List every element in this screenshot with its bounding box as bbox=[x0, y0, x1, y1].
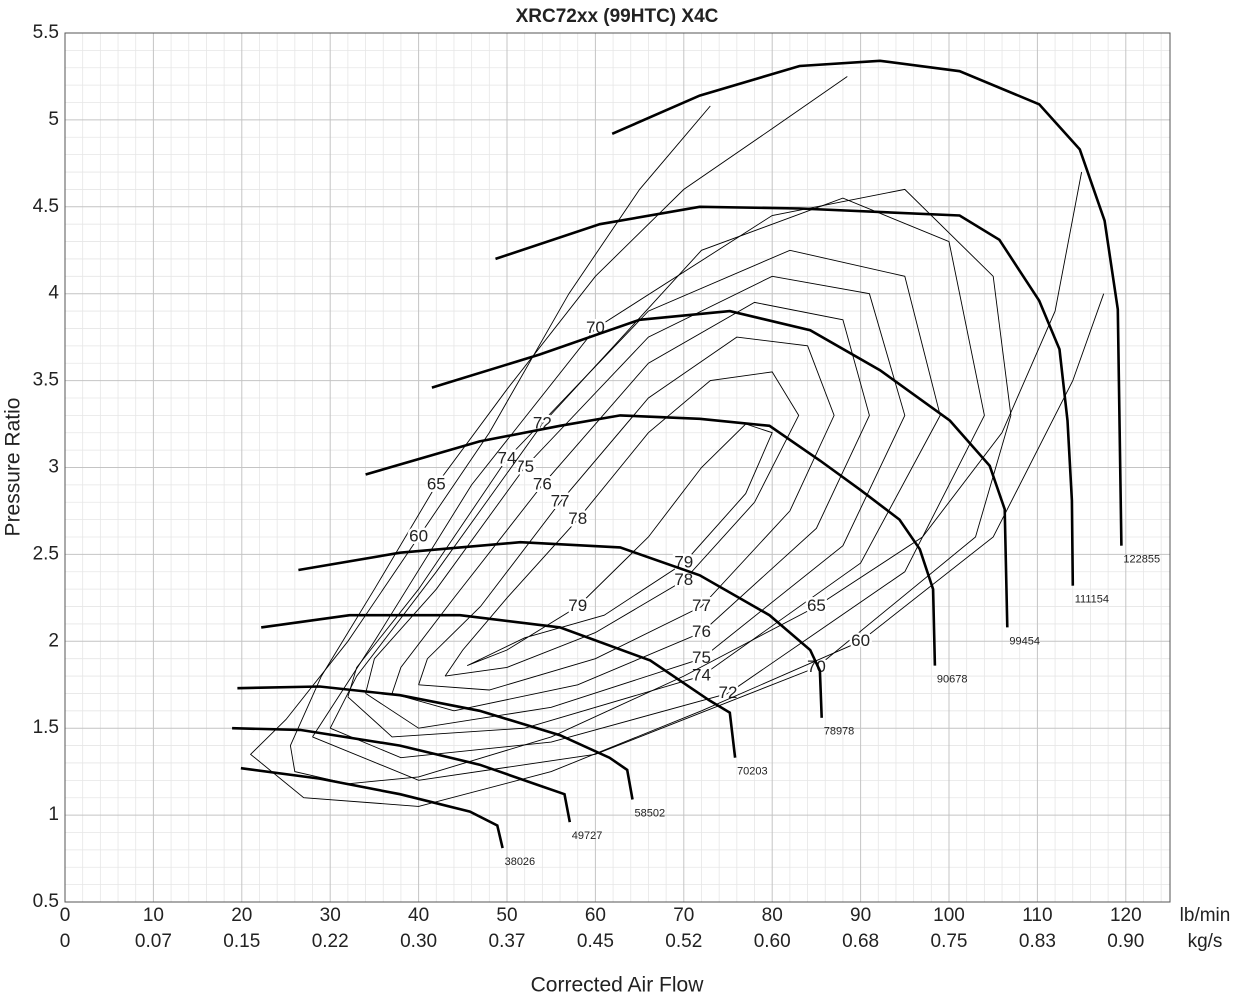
speed-label: 111154 bbox=[1075, 594, 1109, 606]
speed-line bbox=[237, 685, 634, 800]
speed-label: 38026 bbox=[505, 856, 536, 868]
efficiency-contour bbox=[365, 275, 906, 729]
x2-tick-label: 0 bbox=[60, 931, 71, 952]
x-tick-label: 120 bbox=[1110, 905, 1142, 926]
y-tick-label: 4 bbox=[48, 283, 59, 304]
contour-label: 65 bbox=[427, 474, 446, 493]
chart-title: XRC72xx (99HTC) X4C bbox=[516, 6, 719, 27]
efficiency-contour bbox=[418, 336, 835, 691]
y-tick-label: 0.5 bbox=[33, 891, 59, 912]
x2-tick-label: 0.52 bbox=[665, 931, 702, 952]
x-tick-label: 80 bbox=[762, 905, 783, 926]
x-tick-label: 0 bbox=[60, 905, 71, 926]
x2-tick-label: 0.60 bbox=[754, 931, 791, 952]
contour-label: 75 bbox=[515, 457, 534, 476]
x2-unit: kg/s bbox=[1188, 931, 1223, 952]
x-tick-label: 60 bbox=[585, 905, 606, 926]
x-axis-label: Corrected Air Flow bbox=[531, 974, 705, 997]
contour-label: 76 bbox=[533, 474, 552, 493]
x-tick-label: 30 bbox=[320, 905, 341, 926]
x-tick-label: 110 bbox=[1022, 905, 1052, 926]
efficiency-contour bbox=[249, 105, 1105, 807]
x2-tick-label: 0.30 bbox=[400, 931, 437, 952]
x2-tick-label: 0.07 bbox=[135, 931, 172, 952]
speed-line bbox=[611, 59, 1123, 546]
x-tick-label: 40 bbox=[408, 905, 429, 926]
x-tick-label: 90 bbox=[850, 905, 871, 926]
speed-line bbox=[431, 309, 1009, 628]
contour-label: 60 bbox=[851, 631, 870, 650]
y-axis-label: Pressure Ratio bbox=[2, 398, 25, 537]
contour-label: 79 bbox=[568, 596, 587, 615]
speed-label: 58502 bbox=[635, 807, 666, 819]
speed-line bbox=[240, 766, 504, 849]
x2-tick-label: 0.37 bbox=[489, 931, 526, 952]
speed-label: 122855 bbox=[1123, 554, 1160, 566]
contour-label: 77 bbox=[692, 596, 711, 615]
x2-tick-label: 0.75 bbox=[931, 931, 968, 952]
speed-label: 78978 bbox=[824, 726, 855, 738]
x-unit: lb/min bbox=[1180, 905, 1231, 926]
speed-label: 70203 bbox=[737, 766, 768, 778]
efficiency-contour bbox=[312, 188, 1012, 781]
speed-label: 90678 bbox=[937, 674, 968, 686]
speed-label: 49727 bbox=[572, 830, 603, 842]
x2-tick-label: 0.83 bbox=[1019, 931, 1056, 952]
contour-label: 78 bbox=[568, 509, 587, 528]
y-tick-label: 3 bbox=[48, 457, 59, 478]
y-tick-label: 5.5 bbox=[33, 22, 59, 43]
x2-tick-label: 0.45 bbox=[577, 931, 614, 952]
y-tick-label: 1.5 bbox=[33, 717, 59, 738]
x2-tick-label: 0.15 bbox=[223, 931, 260, 952]
efficiency-contour bbox=[347, 249, 941, 738]
y-tick-label: 2 bbox=[48, 630, 59, 651]
contour-label: 76 bbox=[692, 622, 711, 641]
contour-label: 60 bbox=[409, 527, 428, 546]
y-tick-label: 1 bbox=[48, 804, 59, 825]
x-tick-label: 50 bbox=[496, 905, 517, 926]
x2-tick-label: 0.90 bbox=[1107, 931, 1144, 952]
x-tick-label: 20 bbox=[231, 905, 252, 926]
contour-label: 77 bbox=[551, 492, 570, 511]
x-tick-label: 10 bbox=[143, 905, 164, 926]
y-tick-label: 5 bbox=[48, 109, 59, 130]
x2-tick-label: 0.22 bbox=[312, 931, 349, 952]
x2-tick-label: 0.68 bbox=[842, 931, 879, 952]
speed-line bbox=[365, 414, 937, 666]
efficiency-contour bbox=[444, 371, 800, 677]
speed-line bbox=[261, 613, 737, 758]
efficiency-contour bbox=[391, 301, 870, 712]
plot-frame bbox=[64, 32, 1171, 903]
speed-label: 99454 bbox=[1009, 635, 1040, 647]
y-tick-label: 2.5 bbox=[33, 543, 59, 564]
speed-line bbox=[232, 726, 572, 823]
x-tick-label: 100 bbox=[933, 905, 965, 926]
contour-label: 65 bbox=[807, 596, 826, 615]
x-tick-label: 70 bbox=[673, 905, 694, 926]
contour-label: 78 bbox=[674, 570, 693, 589]
efficiency-contour bbox=[467, 423, 773, 667]
efficiency-contour bbox=[289, 76, 1083, 785]
contour-label: 74 bbox=[692, 666, 711, 685]
efficiency-contour bbox=[329, 197, 985, 759]
y-tick-label: 3.5 bbox=[33, 370, 59, 391]
contour-label: 74 bbox=[498, 448, 517, 467]
speed-line bbox=[298, 540, 823, 718]
y-tick-label: 4.5 bbox=[33, 196, 59, 217]
contour-label: 75 bbox=[692, 648, 711, 667]
speed-line bbox=[495, 205, 1075, 586]
